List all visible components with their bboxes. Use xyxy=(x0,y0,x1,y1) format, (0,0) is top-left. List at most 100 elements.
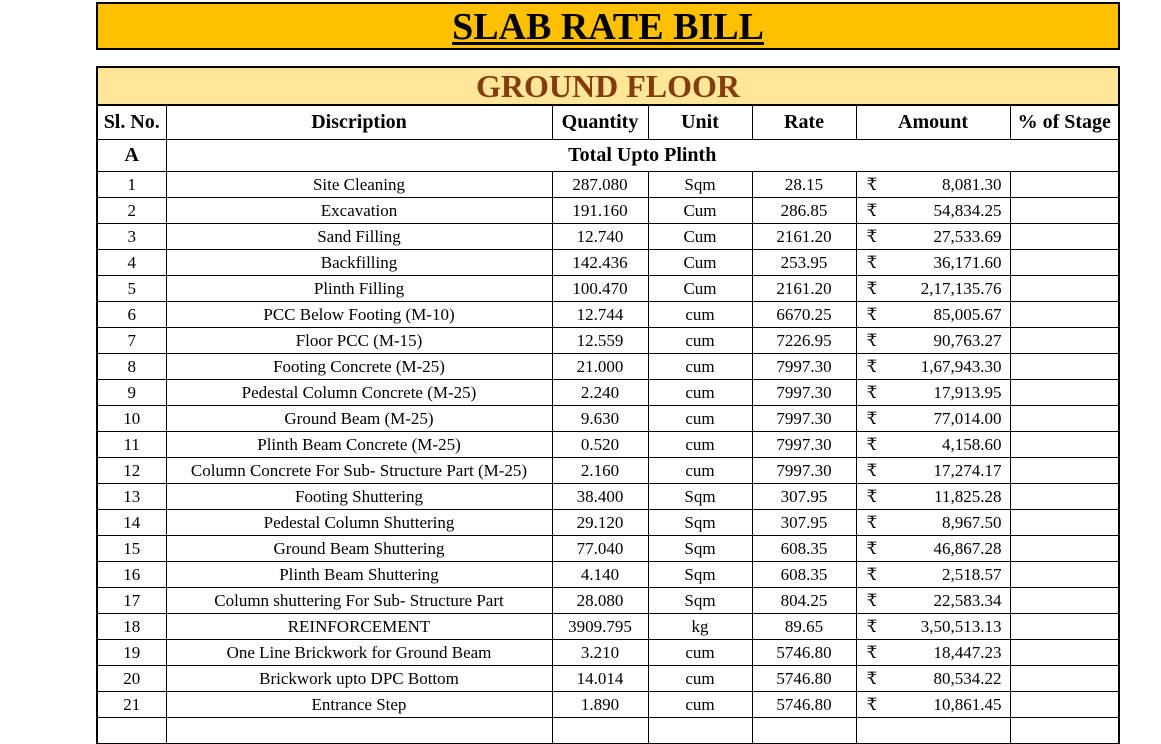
currency-symbol: ₹ xyxy=(855,327,890,354)
cell-unit: cum xyxy=(647,353,753,380)
cell-stage xyxy=(1009,561,1119,588)
cell-sl-no: 9 xyxy=(98,379,167,406)
cell-amount: 4,158.60 xyxy=(890,431,1011,458)
cell-sl-no: 13 xyxy=(98,483,167,510)
cell-sl-no: 21 xyxy=(98,691,167,718)
table-row: 12 Column Concrete For Sub- Structure Par… xyxy=(98,457,1119,484)
cell-stage xyxy=(1009,275,1119,302)
cell-amount: 36,171.60 xyxy=(890,249,1011,276)
cell-rate: 608.35 xyxy=(751,535,857,562)
currency-symbol: ₹ xyxy=(855,171,890,198)
cell-description: Plinth Filling xyxy=(165,275,553,302)
table-row: 3 Sand Filling 12.740 Cum 2161.20 ₹27,533.69 xyxy=(98,223,1119,250)
currency-symbol: ₹ xyxy=(855,223,890,250)
cell-amount: 1,67,943.30 xyxy=(890,353,1011,380)
cell-description: Brickwork upto DPC Bottom xyxy=(165,665,553,692)
cell-sl-no: 11 xyxy=(98,431,167,458)
cell-rate: 253.95 xyxy=(751,249,857,276)
cell-stage xyxy=(1009,535,1119,562)
cell-unit: cum xyxy=(647,665,753,692)
table-row: 17 Column shuttering For Sub- Structure P… xyxy=(98,587,1119,614)
cell-quantity: 29.120 xyxy=(551,509,649,536)
cell-amount: 3,50,513.13 xyxy=(890,613,1011,640)
header-rate: Rate xyxy=(751,105,857,140)
currency-symbol: ₹ xyxy=(855,379,890,406)
cell-unit: Cum xyxy=(647,197,753,224)
cell-stage xyxy=(1009,327,1119,354)
cell-sl-no: 18 xyxy=(98,613,167,640)
currency-symbol: ₹ xyxy=(855,509,890,536)
table-row: 2 Excavation 191.160 Cum 286.85 ₹54,834.25 xyxy=(98,197,1119,224)
table-row: 15 Ground Beam Shuttering 77.040 Sqm 608.35 ₹… xyxy=(98,535,1119,562)
cell-stage xyxy=(1009,431,1119,458)
cell-description: REINFORCEMENT xyxy=(165,613,553,640)
table-row: 13 Footing Shuttering 38.400 Sqm 307.95 ₹11,8… xyxy=(98,483,1119,510)
cell-stage xyxy=(1009,587,1119,614)
currency-symbol: ₹ xyxy=(855,405,890,432)
cell-sl-no: 1 xyxy=(98,171,167,198)
header-stage: % of Stage xyxy=(1009,105,1119,140)
floor-title: GROUND FLOOR xyxy=(98,68,1118,105)
cell-rate: 307.95 xyxy=(751,483,857,510)
cell-amount: 54,834.25 xyxy=(890,197,1011,224)
cell-rate: 5746.80 xyxy=(751,691,857,718)
cell-sl-no: 17 xyxy=(98,587,167,614)
cell-rate: 89.65 xyxy=(751,613,857,640)
cell-stage xyxy=(1009,353,1119,380)
cell-sl-no: 15 xyxy=(98,535,167,562)
cell-unit: cum xyxy=(647,301,753,328)
cell-quantity: 142.436 xyxy=(551,249,649,276)
header-description: Discription xyxy=(165,105,553,140)
cell-rate: 7997.30 xyxy=(751,457,857,484)
cell-description: Excavation xyxy=(165,197,553,224)
currency-symbol: ₹ xyxy=(855,301,890,328)
cell-quantity: 1.890 xyxy=(551,691,649,718)
cell-sl-no: 7 xyxy=(98,327,167,354)
cell-description: Column Concrete For Sub- Structure Part … xyxy=(165,457,553,484)
cell-sl-no: 10 xyxy=(98,405,167,432)
table-row: 20 Brickwork upto DPC Bottom 14.014 cum 5746… xyxy=(98,665,1119,692)
cell-sl-no: 14 xyxy=(98,509,167,536)
cell-amount: 18,447.23 xyxy=(890,639,1011,666)
cell-stage xyxy=(1009,405,1119,432)
cell-quantity: 12.740 xyxy=(551,223,649,250)
currency-symbol: ₹ xyxy=(855,431,890,458)
cell-stage xyxy=(1009,639,1119,666)
table-row: 8 Footing Concrete (M-25) 21.000 cum 7997.30… xyxy=(98,353,1119,380)
cell-quantity: 191.160 xyxy=(551,197,649,224)
group-row: A Total Upto Plinth xyxy=(98,139,1119,172)
cell-stage xyxy=(1009,509,1119,536)
cell-quantity: 9.630 xyxy=(551,405,649,432)
header-sl-no: Sl. No. xyxy=(98,105,167,140)
cell-amount: 22,583.34 xyxy=(890,587,1011,614)
cell-stage xyxy=(1009,301,1119,328)
cell-unit: Sqm xyxy=(647,587,753,614)
cell-sl-no: 20 xyxy=(98,665,167,692)
cell-description: Ground Beam (M-25) xyxy=(165,405,553,432)
cell-unit: Cum xyxy=(647,223,753,250)
cell-quantity: 77.040 xyxy=(551,535,649,562)
cell-unit: kg xyxy=(647,613,753,640)
cell-description: Pedestal Column Shuttering xyxy=(165,509,553,536)
currency-symbol: ₹ xyxy=(855,535,890,562)
cell-amount: 17,274.17 xyxy=(890,457,1011,484)
cell-stage xyxy=(1009,691,1119,718)
cell-unit: Sqm xyxy=(647,509,753,536)
cell-unit: cum xyxy=(647,405,753,432)
cell-description: Plinth Beam Concrete (M-25) xyxy=(165,431,553,458)
cell-stage xyxy=(1009,483,1119,510)
cell-quantity: 28.080 xyxy=(551,587,649,614)
table-row: 10 Ground Beam (M-25) 9.630 cum 7997.30 ₹77,0… xyxy=(98,405,1119,432)
table-row: 11 Plinth Beam Concrete (M-25) 0.520 cum 799… xyxy=(98,431,1119,458)
table-row: 5 Plinth Filling 100.470 Cum 2161.20 ₹2,17,13… xyxy=(98,275,1119,302)
currency-symbol: ₹ xyxy=(855,561,890,588)
cell-sl-no: 5 xyxy=(98,275,167,302)
cell-unit: Cum xyxy=(647,249,753,276)
cell-quantity: 4.140 xyxy=(551,561,649,588)
cell-sl-no: 4 xyxy=(98,249,167,276)
cell-amount: 11,825.28 xyxy=(890,483,1011,510)
cell-description: Entrance Step xyxy=(165,691,553,718)
cell-description: One Line Brickwork for Ground Beam xyxy=(165,639,553,666)
cell-unit: Sqm xyxy=(647,483,753,510)
bill-title-bar: SLAB RATE BILL xyxy=(96,2,1120,50)
